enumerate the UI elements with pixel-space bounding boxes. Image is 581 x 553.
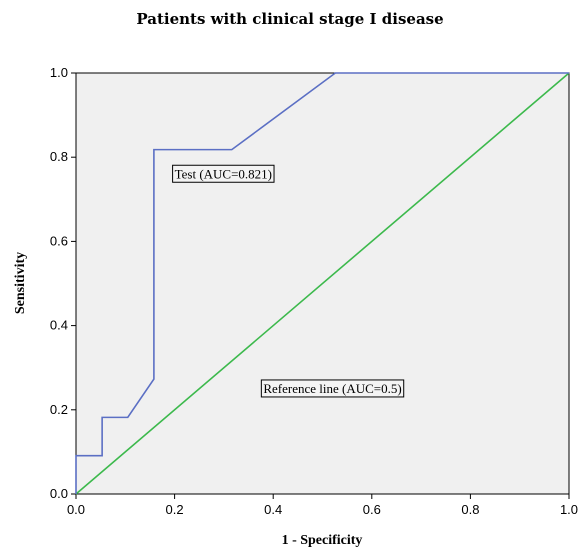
series-line [75,72,570,495]
y-tick-label: 0.0 [50,486,68,501]
x-tick-label: 0.4 [264,502,282,517]
series-layer [75,72,570,495]
series-line [75,72,569,494]
y-tick-label: 0.6 [50,233,68,248]
x-axis: 0.0 0.2 0.4 0.6 0.8 1.0 [67,494,578,517]
y-axis: 0.0 0.2 0.4 0.6 0.8 1.0 [50,65,76,501]
y-tick-label: 0.8 [50,149,68,164]
x-tick-label: 1.0 [560,502,578,517]
x-axis-label: 1 - Specificity [282,533,363,548]
annotations: Test (AUC=0.821) Reference line (AUC=0.5) [172,164,405,398]
y-tick-label: 0.4 [50,318,68,333]
y-tick-label: 0.2 [50,402,68,417]
annotation-frame [172,164,275,183]
y-tick-label: 1.0 [50,65,68,80]
annotation-text: Test (AUC=0.821) [175,166,272,181]
x-tick-label: 0.8 [461,502,479,517]
chart-title: Patients with clinical stage I disease [136,10,443,28]
annotation-box: Test (AUC=0.821) [172,164,275,183]
annotation-frame [260,379,405,398]
x-tick-label: 0.0 [67,502,85,517]
annotation-box: Reference line (AUC=0.5) [260,379,405,398]
x-tick-label: 0.2 [166,502,184,517]
y-axis-label: Sensitivity [13,252,28,314]
x-tick-label: 0.6 [363,502,381,517]
annotation-text: Reference line (AUC=0.5) [263,381,401,396]
